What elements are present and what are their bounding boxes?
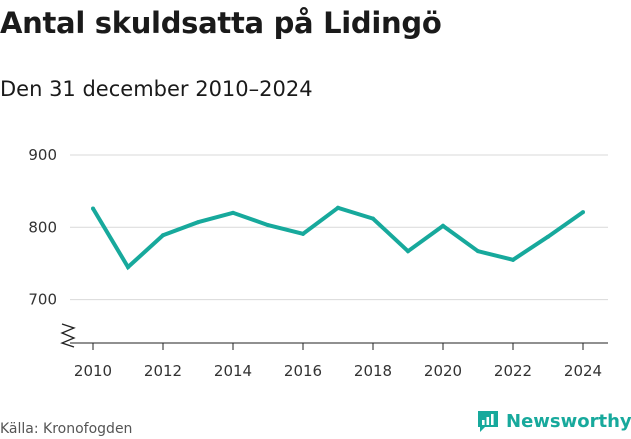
data-point <box>546 234 550 239</box>
data-point <box>336 205 340 210</box>
data-point <box>91 206 95 211</box>
gridlines <box>70 154 608 301</box>
x-tick-label: 2020 <box>424 362 462 380</box>
x-tick-label: 2024 <box>564 362 602 380</box>
chart-subtitle: Den 31 december 2010–2024 <box>0 77 313 101</box>
x-tick-label: 2012 <box>144 362 182 380</box>
series-line-group <box>91 205 585 271</box>
data-point <box>196 220 200 225</box>
x-tick-label: 2016 <box>284 362 322 380</box>
x-tick-label: 2010 <box>74 362 112 380</box>
chart-title: Antal skuldsatta på Lidingö <box>0 6 442 40</box>
data-point <box>301 231 305 236</box>
x-axis <box>60 323 608 350</box>
y-tick-label: 700 <box>28 291 57 309</box>
data-point <box>161 233 165 238</box>
x-tick-label: 2018 <box>354 362 392 380</box>
x-tick-label: 2022 <box>494 362 532 380</box>
data-point <box>476 249 480 254</box>
data-point <box>406 249 410 254</box>
data-point <box>371 216 375 221</box>
series-line <box>91 205 585 271</box>
axis-break-icon <box>60 323 76 348</box>
x-tick-label: 2014 <box>214 362 252 380</box>
brand-logo[interactable]: Newsworthy <box>476 409 631 433</box>
data-point <box>511 257 515 262</box>
brand-name: Newsworthy <box>506 410 631 432</box>
data-point <box>126 265 130 270</box>
data-point <box>441 223 445 228</box>
newsworthy-logo-icon <box>478 411 498 432</box>
data-point <box>231 210 235 215</box>
source-note: Källa: Kronofogden <box>0 421 133 437</box>
tick-labels: 700 800 900 2010 2012 2014 2016 2018 2020 2022 202… <box>28 146 602 380</box>
y-tick-label: 800 <box>28 218 57 236</box>
data-point <box>581 210 585 215</box>
y-tick-label: 900 <box>28 146 57 164</box>
data-point <box>266 223 270 228</box>
